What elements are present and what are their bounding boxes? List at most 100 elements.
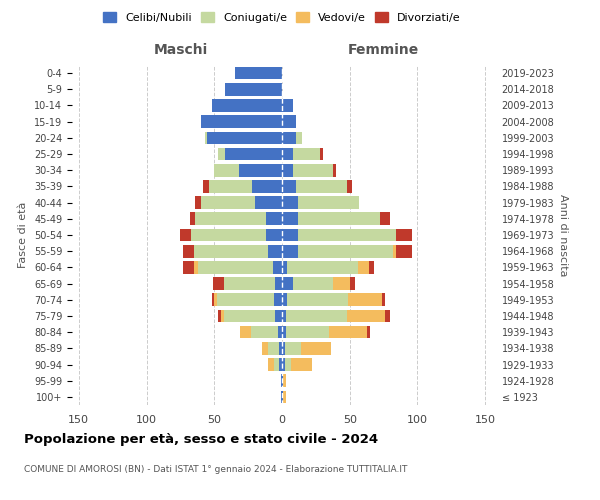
Bar <box>213 278 224 290</box>
Bar <box>282 374 283 387</box>
Bar <box>287 294 349 306</box>
Bar <box>350 278 355 290</box>
Bar <box>195 196 201 209</box>
Bar <box>279 358 282 371</box>
Bar <box>282 342 285 354</box>
Bar <box>266 228 282 241</box>
Bar <box>209 180 252 192</box>
Text: Femmine: Femmine <box>348 44 419 58</box>
Bar <box>274 358 279 371</box>
Bar <box>296 180 347 192</box>
Bar <box>281 390 282 403</box>
Bar <box>218 310 221 322</box>
Bar <box>268 358 274 371</box>
Bar <box>293 148 320 160</box>
Bar <box>224 310 275 322</box>
Bar <box>282 116 296 128</box>
Bar <box>194 245 268 258</box>
Bar <box>296 132 302 144</box>
Bar <box>201 116 282 128</box>
Bar <box>396 245 412 258</box>
Bar <box>349 294 382 306</box>
Bar <box>298 212 380 225</box>
Bar <box>240 326 251 338</box>
Bar <box>198 261 272 274</box>
Bar <box>347 180 352 192</box>
Bar <box>282 245 298 258</box>
Bar <box>275 310 282 322</box>
Bar <box>274 294 282 306</box>
Bar <box>367 326 370 338</box>
Bar <box>380 212 391 225</box>
Bar <box>268 245 282 258</box>
Bar <box>181 228 191 241</box>
Bar <box>282 180 296 192</box>
Bar <box>382 294 385 306</box>
Bar <box>283 374 286 387</box>
Bar <box>393 245 396 258</box>
Bar <box>235 67 282 80</box>
Bar <box>262 342 268 354</box>
Bar <box>320 148 323 160</box>
Bar <box>285 358 292 371</box>
Text: Popolazione per età, sesso e stato civile - 2024: Popolazione per età, sesso e stato civil… <box>24 432 378 446</box>
Bar <box>183 245 194 258</box>
Bar <box>251 326 278 338</box>
Bar <box>255 196 282 209</box>
Bar <box>203 180 209 192</box>
Bar <box>369 261 374 274</box>
Text: COMUNE DI AMOROSI (BN) - Dati ISTAT 1° gennaio 2024 - Elaborazione TUTTITALIA.IT: COMUNE DI AMOROSI (BN) - Dati ISTAT 1° g… <box>24 466 407 474</box>
Bar <box>272 261 282 274</box>
Bar <box>298 245 393 258</box>
Bar <box>190 212 195 225</box>
Bar <box>298 228 396 241</box>
Bar <box>266 212 282 225</box>
Bar <box>278 326 282 338</box>
Bar <box>205 132 208 144</box>
Bar <box>208 132 282 144</box>
Bar <box>214 294 217 306</box>
Bar <box>214 164 239 176</box>
Legend: Celibi/Nubili, Coniugati/e, Vedovi/e, Divorziati/e: Celibi/Nubili, Coniugati/e, Vedovi/e, Di… <box>99 8 465 28</box>
Bar <box>298 196 359 209</box>
Bar <box>334 164 336 176</box>
Bar <box>282 99 293 112</box>
Bar <box>283 390 286 403</box>
Bar <box>282 164 293 176</box>
Bar <box>212 294 214 306</box>
Bar <box>268 342 279 354</box>
Bar <box>221 310 224 322</box>
Bar <box>183 261 194 274</box>
Bar <box>225 83 282 96</box>
Text: Maschi: Maschi <box>153 44 208 58</box>
Bar <box>358 261 369 274</box>
Bar <box>292 358 312 371</box>
Bar <box>282 261 287 274</box>
Bar <box>275 278 282 290</box>
Bar <box>329 326 367 338</box>
Bar <box>301 342 331 354</box>
Bar <box>396 228 412 241</box>
Bar <box>239 164 282 176</box>
Bar <box>282 196 298 209</box>
Bar <box>282 390 283 403</box>
Bar <box>225 148 282 160</box>
Bar <box>282 278 293 290</box>
Bar <box>194 261 198 274</box>
Y-axis label: Fasce di età: Fasce di età <box>19 202 28 268</box>
Bar <box>282 358 285 371</box>
Bar <box>224 278 275 290</box>
Bar <box>279 342 282 354</box>
Bar <box>287 261 358 274</box>
Bar <box>282 212 298 225</box>
Bar <box>282 310 286 322</box>
Bar <box>217 294 274 306</box>
Bar <box>282 148 293 160</box>
Bar <box>282 132 296 144</box>
Bar <box>191 228 266 241</box>
Bar <box>201 196 255 209</box>
Bar <box>347 310 385 322</box>
Bar <box>252 180 282 192</box>
Bar <box>282 326 286 338</box>
Bar <box>334 278 350 290</box>
